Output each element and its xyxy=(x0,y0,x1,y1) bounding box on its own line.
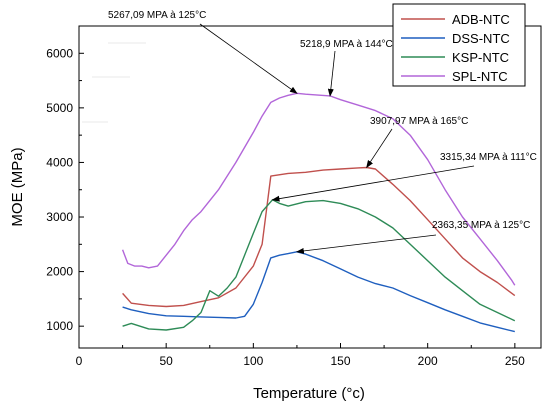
x-axis: 0 50 100 150 200 250 xyxy=(76,343,525,368)
y-axis-title: MOE (MPa) xyxy=(9,147,26,226)
plot-frame xyxy=(78,25,542,349)
legend-label-adb-ntc: ADB-NTC xyxy=(452,12,510,27)
legend: ADB-NTC DSS-NTC KSP-NTC SPL-NTC xyxy=(392,3,526,87)
y-tick-label: 5000 xyxy=(46,101,73,115)
x-tick-label: 200 xyxy=(418,354,438,368)
annotation-label: 3907,97 MPA à 165°C xyxy=(370,116,468,127)
series-line-adb-ntc xyxy=(122,166,516,308)
annotation-arrow xyxy=(271,165,475,202)
legend-label-ksp-ntc: KSP-NTC xyxy=(452,50,509,65)
annotation-label: 3315,34 MPA à 111°C xyxy=(440,152,537,163)
annotation-arrow xyxy=(327,50,336,97)
x-tick-label: 250 xyxy=(505,354,525,368)
legend-box xyxy=(392,3,526,87)
plot-area xyxy=(121,92,516,333)
y-tick-label: 2000 xyxy=(46,265,73,279)
annotation-arrow xyxy=(199,23,298,94)
x-axis-title: Temperature (°c) xyxy=(253,385,365,402)
annotation-label: 5218,9 MPA à 144°C xyxy=(300,39,393,50)
annotation-arrow xyxy=(366,128,393,169)
series-line-spl-ntc xyxy=(121,92,516,286)
y-tick-label: 3000 xyxy=(46,210,73,224)
annotation-label: 5267,09 MPA à 125°C xyxy=(108,10,206,21)
x-tick-label: 0 xyxy=(76,354,83,368)
background-artifacts xyxy=(82,42,146,123)
y-tick-label: 1000 xyxy=(46,319,73,333)
annotations: 5267,09 MPA à 125°C 5218,9 MPA à 144°C 390… xyxy=(108,10,537,254)
y-tick-label: 6000 xyxy=(46,46,73,60)
series-line-dss-ntc xyxy=(122,251,515,333)
x-tick-label: 50 xyxy=(159,354,173,368)
legend-label-dss-ntc: DSS-NTC xyxy=(452,31,510,46)
x-tick-label: 100 xyxy=(243,354,263,368)
annotation-label: 2363,35 MPA à 125°C xyxy=(432,220,530,231)
y-axis: 1000 2000 3000 4000 5000 6000 xyxy=(46,46,84,333)
annotation-arrow xyxy=(295,234,437,254)
legend-label-spl-ntc: SPL-NTC xyxy=(452,69,508,84)
x-tick-label: 150 xyxy=(330,354,350,368)
y-tick-label: 4000 xyxy=(46,155,73,169)
